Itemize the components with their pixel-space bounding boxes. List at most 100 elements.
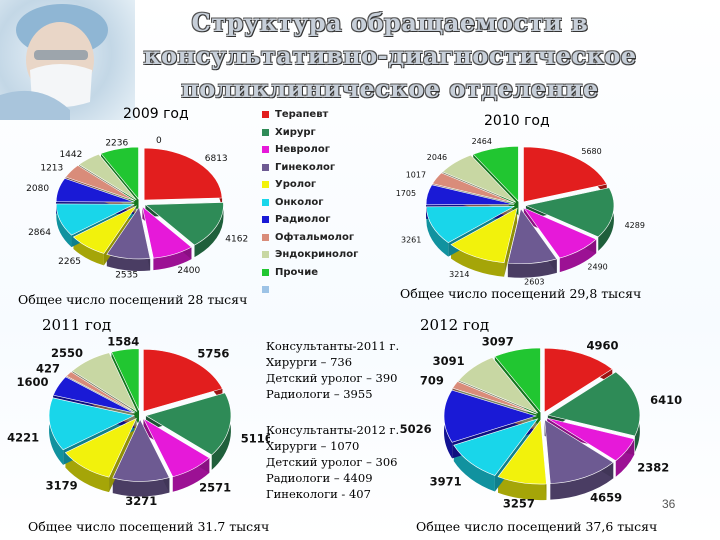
legend-label: Радиолог xyxy=(275,214,331,226)
pie-value-label: 6813 xyxy=(205,154,228,164)
pie-slice xyxy=(65,165,136,201)
pie-slice xyxy=(64,417,137,478)
legend-swatch xyxy=(262,181,269,189)
pie-value-label: 6410 xyxy=(650,393,682,407)
chart-2010-total: Общее число посещений 29,8 тысяч xyxy=(400,286,642,301)
pie-value-label: 0 xyxy=(156,136,162,146)
legend-label: Невролог xyxy=(275,144,330,156)
legend-swatch xyxy=(262,268,269,276)
pie-value-label: 2400 xyxy=(177,266,200,276)
pie-slice-wall xyxy=(504,208,518,277)
pie-slice xyxy=(55,203,135,236)
pie-value-label: 2382 xyxy=(637,460,669,474)
pie-value-label: 4659 xyxy=(590,491,622,505)
pie-chart-2009: 6813 4162 2400 2535 2265 2864 2080 1213 1442 2236… xyxy=(26,136,248,280)
pie-value-label: 2864 xyxy=(28,228,51,238)
pie-chart-2012: 4960 6410 2382 4659 3257 3971 5026 709 3091 3097 xyxy=(400,335,683,511)
pie-slice xyxy=(55,177,135,203)
note-line: Гинекологи - 407 xyxy=(266,487,371,501)
pie-value-label: 5756 xyxy=(197,346,229,360)
pie-slice xyxy=(458,357,539,414)
note-line: Радиологи – 4409 xyxy=(266,471,373,485)
legend-item: Уролог xyxy=(262,176,358,194)
legend-item: Радиолог xyxy=(262,211,358,229)
legend-item: Хирург xyxy=(262,124,358,142)
legend-item: Эндокринолог xyxy=(262,246,358,264)
pie-slice xyxy=(507,208,558,265)
pie-slice xyxy=(425,184,515,206)
pie-slice xyxy=(441,154,517,203)
pie-slice xyxy=(544,347,613,413)
pie-slice xyxy=(547,371,641,437)
pie-slice xyxy=(100,146,139,200)
pie-value-label: 3091 xyxy=(433,354,465,368)
pie-value-label: 5116 xyxy=(241,431,270,445)
pie-value-label: 4960 xyxy=(586,339,618,353)
pie-value-label: 1705 xyxy=(396,189,416,198)
legend-swatch xyxy=(262,233,269,241)
doctor-illustration xyxy=(0,4,108,120)
pie-slice xyxy=(143,147,223,201)
pie-value-label: 1442 xyxy=(59,150,82,160)
pie-tops xyxy=(443,347,641,485)
pie-value-label: 427 xyxy=(36,362,60,376)
legend: Терапевт Хирург Невролог Гинеколог Уроло… xyxy=(262,106,358,299)
pie-value-label: 3214 xyxy=(449,270,469,279)
pie-value-label: 3261 xyxy=(401,235,421,244)
pie-tops xyxy=(48,348,232,482)
legend-label: Хирург xyxy=(275,126,316,138)
legend-item: Невролог xyxy=(262,141,358,159)
chart-2009-total: Общее число посещений 28 тысяч xyxy=(18,292,248,307)
title-line: консультативно-диагностическое xyxy=(143,41,637,70)
pie-slice xyxy=(48,397,135,451)
pie-slice-side xyxy=(498,476,547,501)
pie-slice xyxy=(544,419,614,484)
legend-item: Онколог xyxy=(262,194,358,212)
pie-slice xyxy=(142,417,210,478)
pie-slice-side xyxy=(56,203,72,248)
notes-2012: Консультанты-2012 г. Хирурги – 1070 Детс… xyxy=(266,422,399,502)
pie-slice-side xyxy=(112,477,170,497)
chart-2009-title: 2009 год xyxy=(123,106,189,122)
pie-slice xyxy=(472,146,519,203)
legend-label: Онколог xyxy=(275,196,324,208)
slide-title: Структура обращаемости в консультативно-… xyxy=(140,6,640,105)
legend-swatch xyxy=(262,163,269,171)
pie-value-label: 3257 xyxy=(503,497,535,511)
pie-value-label: 1017 xyxy=(406,170,426,179)
legend-swatch xyxy=(262,286,269,294)
pie-slice xyxy=(141,205,192,259)
note-line: Детский уролог – 390 xyxy=(266,371,398,385)
pie-value-label: 3971 xyxy=(430,474,462,488)
notes-2011: Консультанты-2011 г. Хирурги – 736 Детск… xyxy=(266,338,399,402)
pie-value-label: 3179 xyxy=(46,479,78,493)
pie-slice xyxy=(426,206,515,243)
pie-value-label: 2490 xyxy=(587,263,607,272)
pie-slice xyxy=(522,207,597,259)
pie-value-label: 709 xyxy=(420,374,444,388)
pie-slice xyxy=(52,376,135,414)
pie-slice xyxy=(450,207,518,264)
pie-slice xyxy=(112,418,170,482)
pie-value-label: 5680 xyxy=(581,147,601,156)
title-line: Структура обращаемости в xyxy=(191,8,589,37)
pie-value-label: 2265 xyxy=(58,257,81,267)
slide-number: 36 xyxy=(662,497,676,511)
pie-slice xyxy=(106,206,151,260)
pie-slice-side xyxy=(426,206,449,257)
pie-slice xyxy=(523,146,608,203)
pie-labels: 4960 6410 2382 4659 3257 3971 5026 709 3091 3097 xyxy=(400,335,683,511)
pie-tops xyxy=(425,146,615,265)
pie-slice-side xyxy=(194,202,224,258)
legend-swatch xyxy=(262,146,269,154)
pie-value-label: 3097 xyxy=(482,335,514,349)
note-line: Детский уролог – 306 xyxy=(266,455,398,469)
legend-label: Терапевт xyxy=(275,109,329,121)
pie-value-label: 4289 xyxy=(625,221,645,230)
pie-slice-side xyxy=(598,187,614,251)
note-line: Консультанты-2011 г. xyxy=(266,339,400,353)
pie-value-label: 1213 xyxy=(40,163,63,173)
